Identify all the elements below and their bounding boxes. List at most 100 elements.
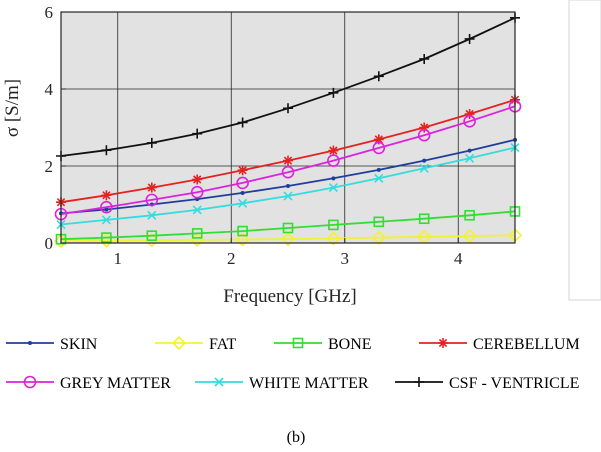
data-point-fat <box>280 232 296 247</box>
legend-label: FAT <box>209 336 236 353</box>
y-tick-label: 4 <box>45 80 54 99</box>
data-point-bone <box>191 228 203 239</box>
data-point-cerebellum <box>237 165 248 176</box>
legend-label: BONE <box>328 336 372 353</box>
y-tick-label: 2 <box>45 157 54 176</box>
data-point-csf-ventricle <box>419 53 430 64</box>
legend-label: GREY MATTER <box>60 375 171 392</box>
data-point-bone <box>373 216 385 228</box>
plot-frame <box>60 11 516 244</box>
data-point-skin <box>104 207 109 212</box>
data-point-csf-ventricle <box>192 128 203 139</box>
data-point-cerebellum <box>419 122 430 133</box>
x-tick-label: 3 <box>341 249 350 268</box>
data-point-grey-matter <box>281 165 295 179</box>
data-point-cerebellum <box>101 190 112 201</box>
legend-item-grey-matter: GREY MATTER <box>6 375 171 392</box>
legend-marker <box>292 337 304 349</box>
series-line-grey-matter <box>60 105 516 215</box>
data-point-cerebellum <box>192 174 203 185</box>
data-point-cerebellum <box>146 182 157 193</box>
legend-item-white-matter: WHITE MATTER <box>195 375 369 392</box>
x-tick-label: 1 <box>114 249 123 268</box>
data-point-grey-matter <box>372 141 386 155</box>
data-point-fat <box>235 232 250 247</box>
legend-marker <box>171 335 187 351</box>
legend-label: CEREBELLUM <box>473 336 580 353</box>
figure-caption: (b) <box>287 429 306 446</box>
plot-area <box>61 12 515 243</box>
data-point-white-matter <box>238 198 248 208</box>
data-point-white-matter <box>419 163 429 173</box>
data-point-white-matter <box>374 173 384 183</box>
data-point-white-matter <box>147 210 157 220</box>
legend-item-fat: FAT <box>155 335 236 353</box>
data-point-skin <box>286 184 290 189</box>
y-tick-label: 0 <box>45 234 54 253</box>
legend-marker <box>414 377 424 387</box>
series-line-bone <box>60 210 516 241</box>
data-point-skin <box>331 176 336 181</box>
data-point-bone <box>464 209 475 221</box>
data-point-bone <box>146 230 158 241</box>
data-point-cerebellum <box>283 155 293 166</box>
data-point-bone <box>237 225 248 237</box>
data-point-grey-matter <box>190 185 204 199</box>
data-point-fat <box>462 228 477 244</box>
y-axis-label: σ [S/m] <box>2 79 23 137</box>
data-point-csf-ventricle <box>101 145 112 156</box>
data-point-csf-ventricle <box>464 33 475 44</box>
legend-item-skin: SKIN <box>6 336 98 353</box>
data-point-bone <box>101 232 112 243</box>
data-point-fat <box>326 231 341 246</box>
data-point-skin <box>422 158 427 163</box>
adjacent-panel-edge <box>568 0 601 301</box>
data-point-cerebellum <box>373 134 384 145</box>
legend-marker <box>28 341 32 345</box>
data-point-csf-ventricle <box>237 117 248 128</box>
data-point-skin <box>240 190 245 195</box>
legend-label: CSF - VENTRICLE <box>449 375 579 392</box>
data-point-bone <box>328 219 339 231</box>
data-point-cerebellum <box>328 145 339 156</box>
data-point-bone <box>282 222 294 234</box>
series-line-fat <box>60 234 516 242</box>
series-csf-ventricle <box>56 12 520 161</box>
axis-ticks: 1 2 3 4 0 2 4 6 <box>45 3 464 268</box>
data-point-csf-ventricle <box>328 87 339 98</box>
data-point-white-matter <box>283 191 293 201</box>
data-point-csf-ventricle <box>146 137 157 148</box>
series-bone <box>55 206 521 245</box>
legend-marker <box>23 375 37 389</box>
data-point-grey-matter <box>236 176 249 190</box>
legend-label: SKIN <box>60 336 98 353</box>
data-point-cerebellum <box>464 109 475 120</box>
data-point-white-matter <box>328 182 338 193</box>
data-point-grey-matter <box>145 193 159 207</box>
data-point-grey-matter <box>463 115 476 128</box>
legend-item-csf-ventricle: CSF - VENTRICLE <box>395 375 579 392</box>
x-tick-label: 4 <box>454 249 463 268</box>
data-point-skin <box>376 167 381 172</box>
data-point-csf-ventricle <box>373 71 384 82</box>
data-point-grey-matter <box>327 154 340 167</box>
legend: SKIN FAT BONE CEREBELLUM GREY MATTER WHITE MA… <box>6 335 580 392</box>
legend-item-bone: BONE <box>274 336 372 353</box>
legend-item-cerebellum: CEREBELLUM <box>419 336 580 353</box>
data-point-white-matter <box>101 215 111 225</box>
legend-marker <box>214 377 224 387</box>
data-point-csf-ventricle <box>283 103 293 114</box>
data-point-grey-matter <box>417 128 431 142</box>
series-layer <box>53 12 523 249</box>
x-axis-label: Frequency [GHz] <box>223 286 356 307</box>
data-point-skin <box>467 148 472 153</box>
legend-marker <box>438 338 448 348</box>
data-point-white-matter <box>465 153 475 163</box>
data-point-grey-matter <box>100 200 113 214</box>
data-point-bone <box>418 213 430 225</box>
data-point-fat <box>371 230 386 245</box>
data-point-white-matter <box>192 205 202 215</box>
legend-label: WHITE MATTER <box>249 375 369 392</box>
y-tick-label: 6 <box>45 3 54 22</box>
